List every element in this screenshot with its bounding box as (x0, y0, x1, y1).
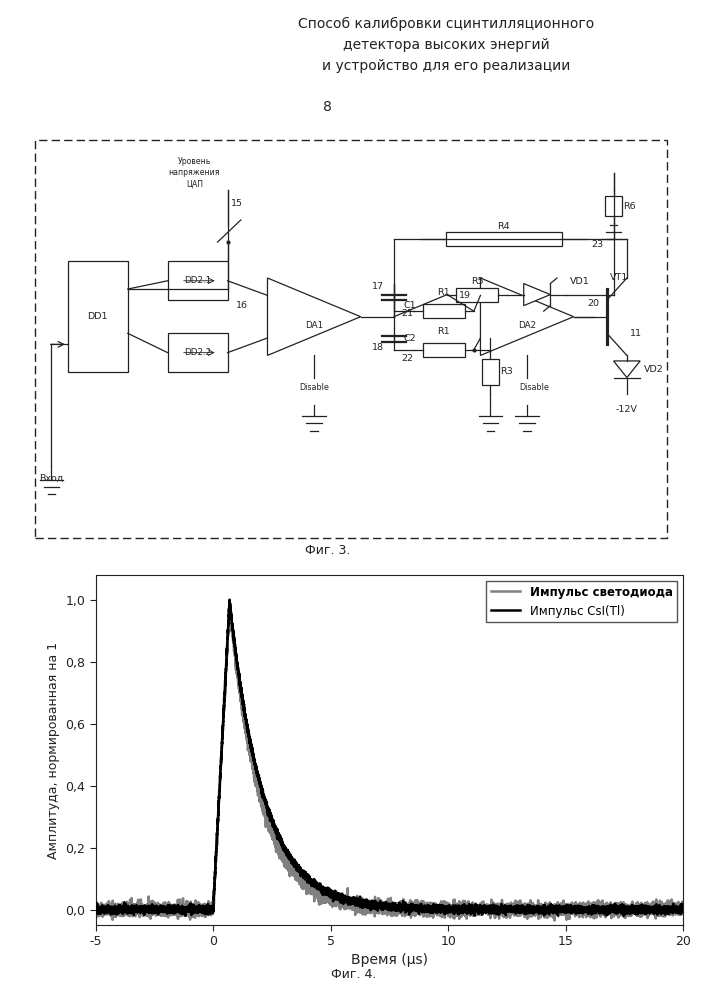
Импульс светодиода (550, 914, 559, 926)
Bar (68, 261, 127, 372)
Импульс CsI(Tl) (304, 872, 313, 884)
Импульс светодиода (121, 907, 130, 919)
Text: Способ калибровки сцинтилляционного
детектора высоких энергий
и устройство для е: Способ калибровки сцинтилляционного дете… (298, 17, 594, 73)
Text: 20: 20 (588, 299, 600, 308)
Text: 18: 18 (372, 343, 384, 352)
Импульс светодиода (464, 906, 473, 918)
Bar (445, 232, 562, 246)
Text: Фиг. 4.: Фиг. 4. (331, 968, 377, 982)
Polygon shape (481, 278, 573, 355)
Text: R5: R5 (471, 277, 484, 286)
Text: Вход: Вход (39, 474, 63, 483)
Импульс CsI(Tl) (679, 902, 687, 914)
Bar (35, 140, 667, 538)
Импульс светодиода (225, 594, 234, 606)
Импульс CsI(Tl) (620, 910, 628, 922)
Bar (168, 261, 227, 300)
Text: 23: 23 (591, 240, 603, 249)
Bar (482, 359, 498, 385)
Bar (423, 304, 465, 318)
Импульс светодиода (559, 905, 567, 917)
Text: VD1: VD1 (571, 277, 590, 286)
Text: 17: 17 (372, 282, 384, 291)
Text: DD2.2: DD2.2 (184, 348, 211, 357)
Text: 21: 21 (401, 309, 413, 318)
Импульс CsI(Tl) (225, 594, 234, 606)
Text: DD1: DD1 (88, 312, 108, 321)
Text: Disable: Disable (299, 383, 329, 392)
Bar (168, 333, 227, 372)
Polygon shape (524, 284, 550, 306)
Bar (605, 196, 622, 216)
Импульс светодиода (527, 900, 535, 912)
Text: 11: 11 (630, 329, 642, 338)
Text: R4: R4 (498, 222, 510, 231)
Импульс CsI(Tl) (439, 904, 447, 916)
Text: 22: 22 (401, 354, 413, 363)
Polygon shape (614, 361, 640, 378)
Импульс светодиода (679, 903, 687, 915)
Text: 8: 8 (323, 100, 332, 114)
Импульс светодиода (304, 882, 313, 894)
X-axis label: Время (μs): Время (μs) (351, 953, 428, 967)
Text: Уровень
напряжения
ЦАП: Уровень напряжения ЦАП (169, 157, 220, 189)
Импульс CsI(Tl) (559, 903, 567, 915)
Импульс CsI(Tl) (91, 904, 100, 916)
Text: Фиг. 3.: Фиг. 3. (304, 544, 350, 557)
Text: VT1: VT1 (610, 273, 629, 282)
Text: R6: R6 (624, 202, 636, 211)
Импульс CsI(Tl) (527, 904, 535, 916)
Text: DA2: DA2 (518, 320, 536, 330)
Line: Импульс светодиода: Импульс светодиода (96, 600, 683, 920)
Text: DD2.1: DD2.1 (184, 276, 211, 285)
Y-axis label: Амплитуда, нормированная на 1: Амплитуда, нормированная на 1 (47, 641, 59, 859)
Импульс CsI(Tl) (464, 904, 473, 916)
Text: Disable: Disable (519, 383, 549, 392)
Text: R1: R1 (438, 327, 450, 336)
Импульс светодиода (439, 903, 447, 915)
Bar (456, 288, 498, 302)
Text: C2: C2 (404, 334, 416, 343)
Bar (423, 343, 465, 357)
Text: R3: R3 (501, 367, 513, 376)
Text: R1: R1 (438, 288, 450, 297)
Text: -12V: -12V (616, 405, 638, 414)
Импульс светодиода (91, 901, 100, 913)
Импульс CsI(Tl) (121, 903, 130, 915)
Text: 16: 16 (236, 301, 248, 310)
Text: DA1: DA1 (305, 320, 323, 330)
Text: 19: 19 (459, 291, 470, 300)
Text: VD2: VD2 (644, 365, 663, 374)
Text: 15: 15 (231, 199, 243, 208)
Polygon shape (268, 278, 360, 355)
Legend: Импульс светодиода, Импульс CsI(Tl): Импульс светодиода, Импульс CsI(Tl) (486, 581, 678, 622)
Line: Импульс CsI(Tl): Импульс CsI(Tl) (96, 600, 683, 916)
Text: C1: C1 (404, 301, 416, 310)
